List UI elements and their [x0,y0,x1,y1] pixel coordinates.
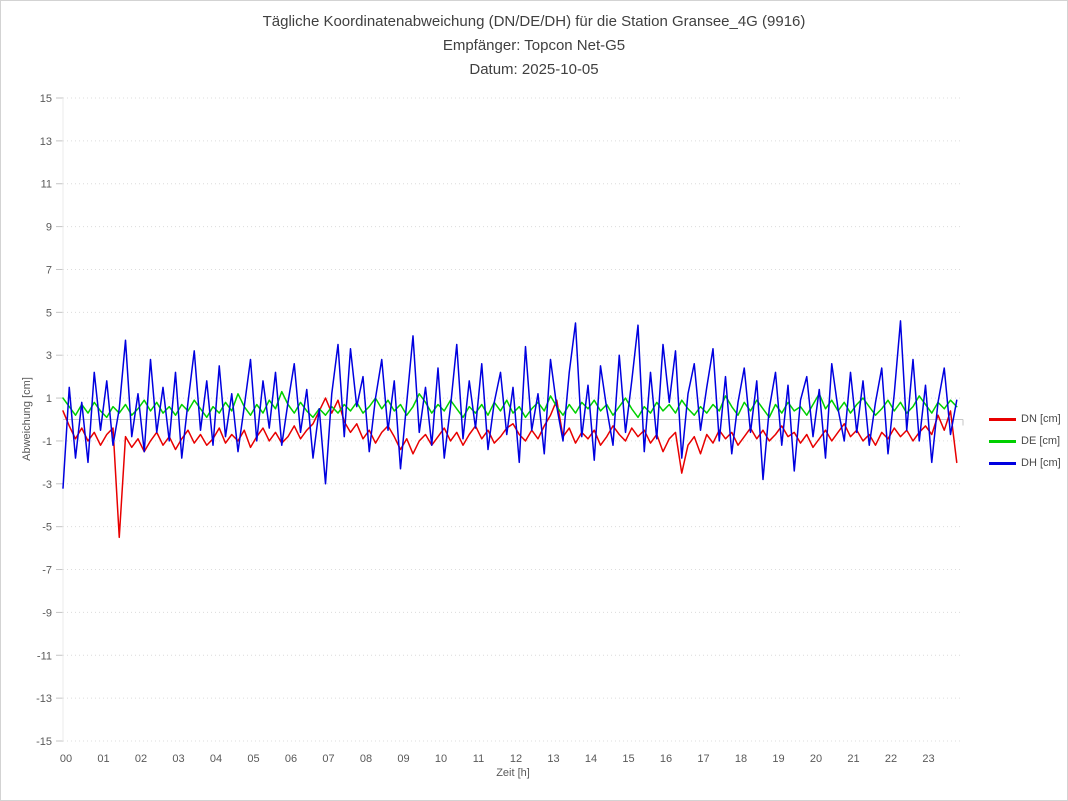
x-axis-title: Zeit [h] [496,767,530,779]
chart-header: Tägliche Koordinatenabweichung (DN/DE/DH… [1,9,1067,82]
y-tick-label: 5 [46,307,52,319]
legend-swatch-de [989,439,1016,443]
x-tick-label: 04 [210,753,222,765]
y-tick-label: 9 [46,222,52,234]
x-tick-label: 18 [735,753,747,765]
chart-title: Tägliche Koordinatenabweichung (DN/DE/DH… [262,13,806,30]
x-tick-label: 03 [172,753,184,765]
y-axis-title: Abweichung [cm] [21,377,33,461]
legend-item-dh: DH [cm] [989,452,1061,474]
x-tick-label: 20 [810,753,822,765]
y-tick-label: -7 [42,565,52,577]
x-tick-label: 21 [847,753,859,765]
chart-subtitle-date: Datum: 2025-10-05 [469,61,599,78]
x-tick-label: 08 [360,753,372,765]
x-tick-label: 17 [697,753,709,765]
x-tick-label: 01 [97,753,109,765]
x-tick-label: 00 [60,753,72,765]
legend-label-dn: DN [cm] [1021,413,1061,425]
x-tick-label: 16 [660,753,672,765]
chart-subtitle-receiver: Empfänger: Topcon Net-G5 [442,37,626,54]
legend-item-dn: DN [cm] [989,408,1061,430]
x-tick-label: 09 [397,753,409,765]
x-tick-label: 14 [585,753,597,765]
x-tick-label: 05 [247,753,259,765]
x-tick-label: 11 [473,753,484,765]
y-tick-label: -13 [36,693,52,705]
legend-label-de: DE [cm] [1021,435,1061,447]
y-tick-label: -9 [42,607,52,619]
x-tick-label: 02 [135,753,147,765]
legend-swatch-dn [989,417,1016,421]
legend-label-dh: DH [cm] [1021,457,1061,469]
x-tick-label: 06 [285,753,297,765]
y-tick-label: 1 [46,393,52,405]
y-tick-label: -11 [37,650,52,662]
x-tick-label: 22 [885,753,897,765]
y-tick-label: -15 [36,736,52,748]
x-tick-label: 19 [772,753,784,765]
x-tick-label: 07 [322,753,334,765]
legend-item-de: DE [cm] [989,430,1061,452]
x-tick-label: 12 [510,753,522,765]
y-tick-label: -5 [42,522,52,534]
y-tick-label: 15 [40,93,52,105]
x-tick-label: 10 [435,753,447,765]
legend: DN [cm] DE [cm] DH [cm] [989,408,1061,474]
x-tick-label: 13 [547,753,559,765]
y-tick-label: 11 [41,179,52,191]
y-tick-label: 3 [46,350,52,362]
x-tick-label: 15 [622,753,634,765]
y-tick-label: 7 [46,264,52,276]
y-tick-label: -3 [42,479,52,491]
y-tick-label: 13 [40,136,52,148]
y-tick-label: -1 [42,436,52,448]
x-tick-label: 23 [922,753,934,765]
legend-swatch-dh [989,461,1016,465]
series-line-dh [62,320,958,489]
